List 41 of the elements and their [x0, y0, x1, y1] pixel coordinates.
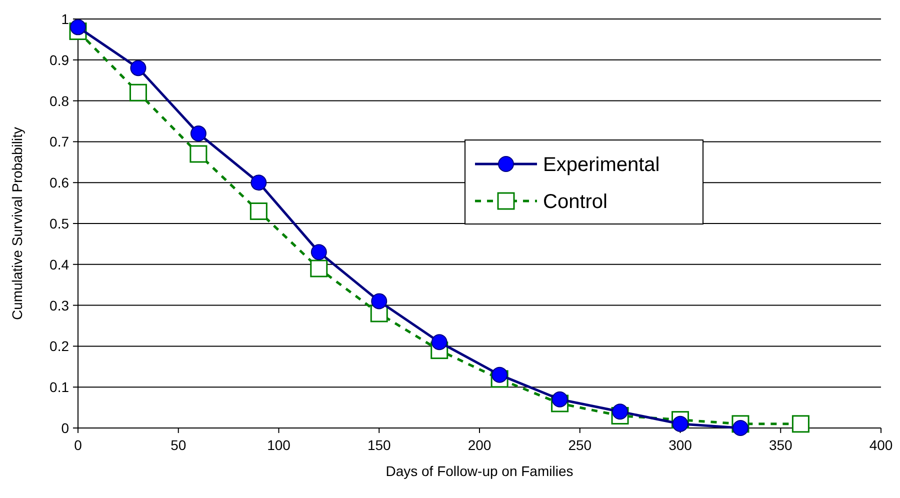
x-tick-label: 300 [668, 437, 692, 453]
y-tick-label: 0.7 [50, 134, 70, 150]
point [732, 420, 748, 436]
point [310, 260, 328, 278]
point [190, 145, 208, 163]
y-tick-label: 0.5 [50, 216, 70, 232]
point [431, 334, 448, 350]
point [672, 416, 688, 432]
point [130, 60, 146, 76]
y-tick-label: 0.4 [50, 256, 70, 272]
point [129, 84, 147, 102]
point [250, 174, 267, 191]
x-tick-label: 350 [768, 437, 793, 453]
y-tick-label: 0.8 [50, 92, 70, 109]
point [492, 366, 508, 383]
y-tick-label: 0.2 [50, 338, 70, 354]
point [310, 244, 327, 260]
x-axis-title: Days of Follow-up on Families [386, 463, 574, 479]
point [612, 404, 628, 420]
x-tick-label: 200 [468, 437, 492, 453]
legend-label: Control [543, 191, 608, 213]
point [371, 293, 388, 310]
point [190, 126, 206, 142]
y-tick-label: 0.9 [50, 52, 70, 68]
y-tick-label: 1 [61, 11, 70, 27]
point [792, 415, 810, 433]
point [70, 19, 86, 36]
x-tick-label: 100 [267, 437, 291, 453]
x-tick-label: 50 [170, 437, 186, 453]
point [250, 202, 268, 220]
legend-label: Experimental [543, 154, 660, 176]
y-tick-label: 0 [61, 420, 70, 436]
y-tick-label: 0.6 [50, 174, 70, 191]
y-tick-label: 0.1 [50, 379, 70, 396]
x-tick-label: 250 [568, 437, 592, 453]
y-axis-title: Cumulative Survival Probability [9, 127, 25, 320]
y-tick-label: 0.3 [50, 297, 70, 314]
x-tick-label: 150 [367, 437, 392, 453]
x-tick-label: 0 [74, 437, 82, 453]
x-tick-label: 400 [869, 437, 893, 453]
point [552, 391, 568, 408]
